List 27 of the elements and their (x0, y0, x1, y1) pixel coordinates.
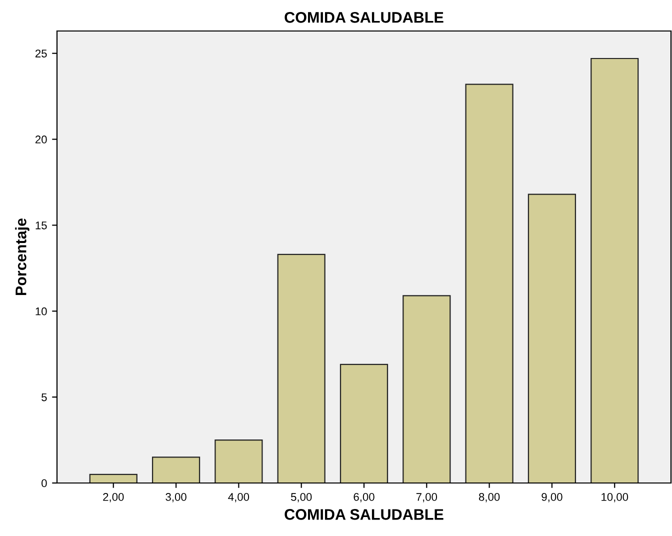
x-tick-label: 7,00 (416, 493, 438, 502)
bar (214, 439, 263, 483)
x-axis-title: COMIDA SALUDABLE (284, 509, 444, 520)
bar (152, 456, 200, 483)
chart-title: COMIDA SALUDABLE (284, 12, 444, 23)
x-tick-label: 8,00 (478, 493, 500, 502)
x-tick-label: 9,00 (542, 493, 562, 502)
bar (528, 194, 576, 483)
y-axis-title: Porcentaje (15, 218, 30, 296)
x-tick-label: 4,00 (228, 493, 250, 502)
bar (402, 295, 451, 483)
bar (340, 364, 388, 483)
y-tick-label: 25 (35, 50, 47, 58)
x-tick-label: 2,00 (103, 493, 124, 502)
y-tick-label: 0 (42, 479, 47, 488)
bar (277, 254, 326, 483)
bar (465, 84, 514, 483)
x-tick-label: 10,00 (602, 493, 628, 502)
x-tick-label: 6,00 (354, 493, 374, 502)
y-tick-label: 15 (36, 222, 47, 230)
bar (89, 474, 138, 483)
x-tick-label: 5,00 (290, 493, 312, 502)
y-tick-label: 10 (36, 307, 47, 316)
bar (590, 58, 639, 483)
y-tick-label: 20 (35, 136, 47, 144)
y-tick-label: 5 (42, 393, 47, 402)
x-tick-label: 3,00 (166, 493, 186, 502)
